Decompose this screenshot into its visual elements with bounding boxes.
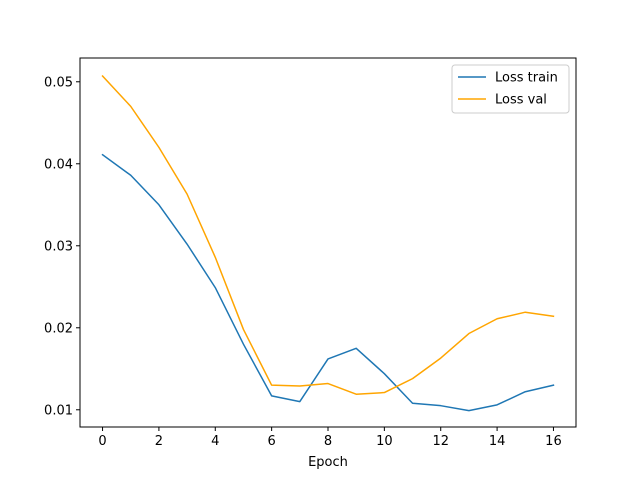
legend-label-loss-val: Loss val (495, 93, 547, 108)
y-tick-label: 0.02 (44, 321, 73, 336)
x-tick-label: 14 (489, 434, 506, 449)
series-line-loss-train (101, 153, 555, 412)
x-tick-label: 10 (376, 434, 393, 449)
x-tick-label: 16 (545, 434, 562, 449)
y-tick-label: 0.01 (44, 403, 73, 418)
series-layer (101, 74, 555, 412)
y-tick-label: 0.04 (44, 157, 73, 172)
series-line-loss-val (101, 74, 555, 395)
x-tick-label: 6 (267, 434, 275, 449)
x-tick-label: 8 (324, 434, 332, 449)
legend: Loss train Loss val (451, 64, 570, 114)
x-tick-label: 12 (432, 434, 449, 449)
y-axis: 0.01 0.02 0.03 0.04 0.05 (44, 75, 80, 418)
x-axis-label: Epoch (308, 455, 348, 470)
y-tick-label: 0.05 (44, 75, 73, 90)
x-tick-label: 4 (211, 434, 219, 449)
x-tick-label: 0 (98, 434, 106, 449)
y-tick-label: 0.03 (44, 239, 73, 254)
x-axis: 0 2 4 6 8 10 12 14 16 (98, 427, 562, 449)
legend-label-loss-train: Loss train (495, 71, 558, 86)
x-tick-label: 2 (155, 434, 163, 449)
